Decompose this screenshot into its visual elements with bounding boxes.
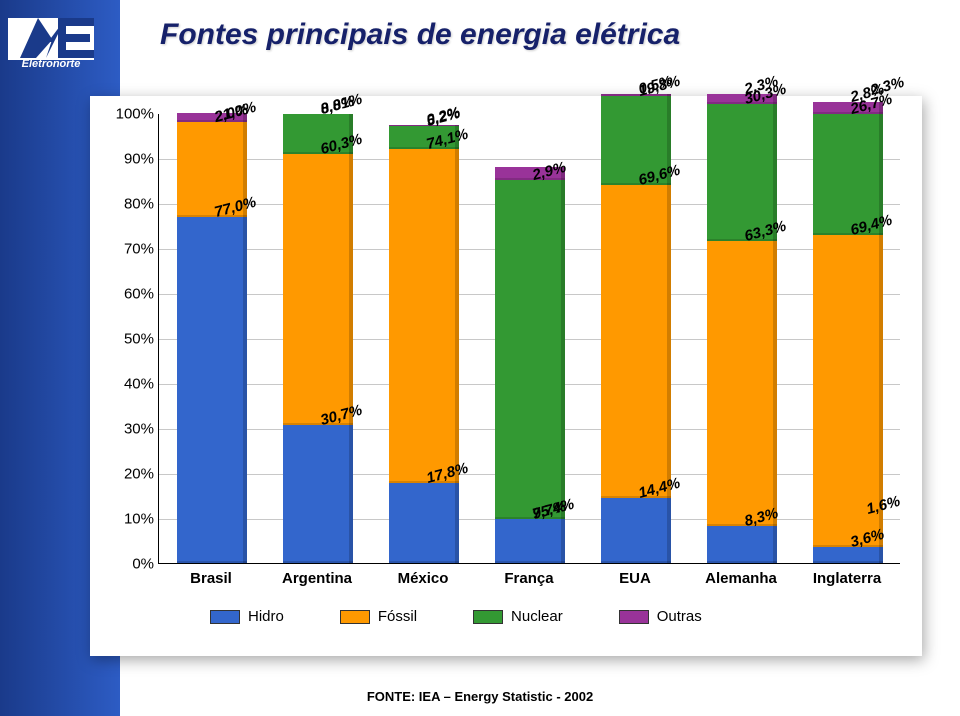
bar-segment [389,149,459,482]
y-axis-tick: 90% [104,151,154,168]
x-axis-label: França [504,570,553,587]
bar-segment [707,526,777,563]
page-title: Fontes principais de energia elétrica [160,18,680,52]
legend-item: Outras [619,608,702,625]
bar-segment [283,425,353,563]
x-axis-label: México [398,570,449,587]
bar-segment [601,185,671,498]
bar [283,113,353,563]
legend-item: Fóssil [340,608,417,625]
legend-item: Nuclear [473,608,563,625]
y-axis-tick: 50% [104,331,154,348]
x-axis-label: Brasil [190,570,232,587]
y-axis-tick: 20% [104,466,154,483]
bar [813,113,883,563]
bar [707,113,777,563]
x-axis-label: Alemanha [705,570,777,587]
legend-swatch [210,610,240,624]
y-axis-tick: 10% [104,511,154,528]
x-axis-label: EUA [619,570,651,587]
bar-segment [707,241,777,526]
bar-segment [601,498,671,563]
x-axis-label: Inglaterra [813,570,881,587]
bar-segment [389,125,459,126]
bar [495,113,565,563]
bar-segment [813,547,883,563]
legend-swatch [473,610,503,624]
bar [177,113,247,563]
y-axis-tick: 40% [104,376,154,393]
eletronorte-logo-icon [8,6,94,60]
bar-segment [495,180,565,519]
legend-swatch [619,610,649,624]
legend-label: Hidro [248,608,284,625]
chart-legend: Hidro Fóssil Nuclear Outras [210,608,702,625]
bar-segment [389,483,459,563]
legend-label: Outras [657,608,702,625]
y-axis-tick: 0% [104,556,154,573]
y-axis-tick: 60% [104,286,154,303]
y-axis-tick: 70% [104,241,154,258]
y-axis-tick: 30% [104,421,154,438]
bar-segment [707,104,777,240]
y-axis-tick: 80% [104,196,154,213]
brand-logo: Eletronorte [8,6,94,70]
bar-segment [495,519,565,563]
legend-item: Hidro [210,608,284,625]
x-axis-label: Argentina [282,570,352,587]
bar-segment [177,217,247,564]
chart-card: 77,0%21,0%2,0%30,7%60,3%8,8%0,01%17,8%74… [90,96,922,656]
y-axis-tick: 100% [104,106,154,123]
legend-label: Nuclear [511,608,563,625]
legend-label: Fóssil [378,608,417,625]
source-footer: FONTE: IEA – Energy Statistic - 2002 [0,689,960,704]
bar [389,113,459,563]
chart-plot: 77,0%21,0%2,0%30,7%60,3%8,8%0,01%17,8%74… [158,114,900,564]
bar-segment [283,154,353,425]
legend-swatch [340,610,370,624]
